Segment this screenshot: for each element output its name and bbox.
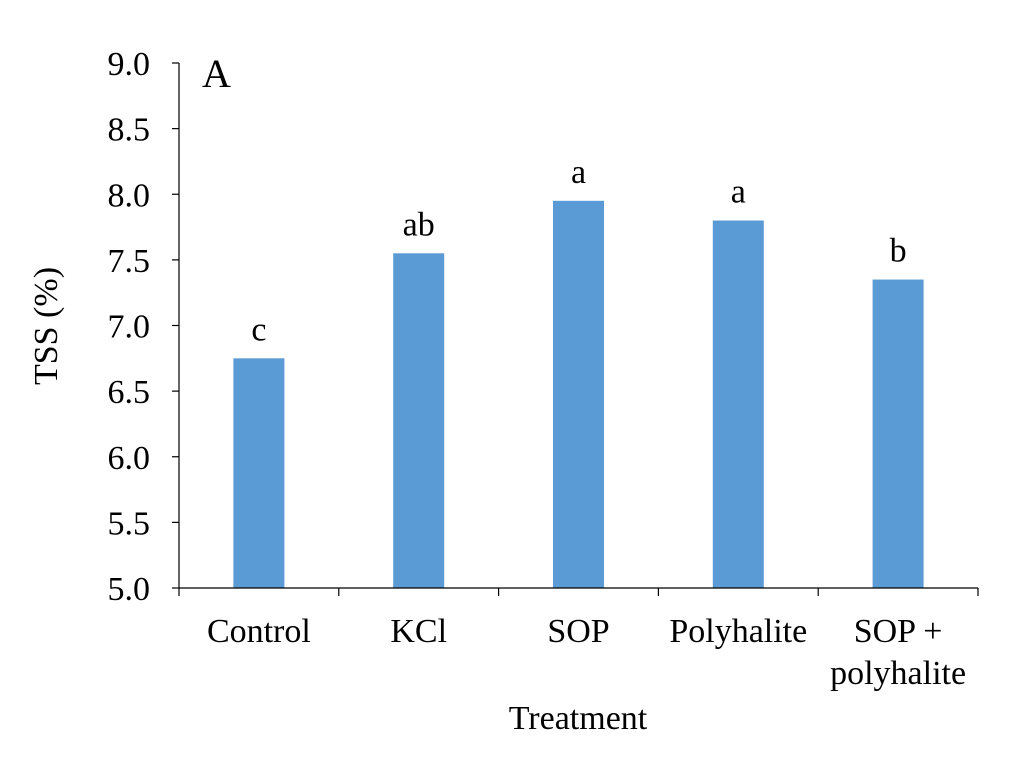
y-tick-label: 6.5	[108, 374, 151, 411]
y-axis-title: TSS (%)	[28, 267, 65, 385]
y-axis-tick-labels: 5.0 5.5 6.0 6.5 7.0 7.5 8.0 8.5 9.0	[108, 46, 151, 608]
x-category-label-line: SOP	[547, 613, 609, 650]
bar	[872, 279, 924, 588]
y-axis-ticks	[172, 62, 179, 589]
y-tick-label: 5.5	[108, 505, 151, 542]
significance-letter: a	[571, 154, 586, 191]
y-tick-label: 8.0	[108, 177, 151, 214]
x-axis-title: Treatment	[509, 700, 648, 737]
x-axis-category-labels: Control KCl SOP Polyhalite SOP + polyhalite	[207, 613, 966, 692]
y-tick-label: 6.0	[108, 440, 151, 477]
x-category-label: SOP + polyhalite	[830, 613, 966, 692]
bar	[233, 358, 285, 588]
significance-letter: a	[731, 174, 746, 211]
significance-letter: ab	[403, 206, 435, 243]
bars-group	[233, 200, 924, 588]
x-category-label-line: KCl	[390, 613, 447, 650]
x-category-label-line: SOP +	[854, 613, 943, 650]
x-category-label-line: Polyhalite	[669, 613, 807, 650]
bar	[553, 200, 604, 588]
x-category-label: Control	[207, 613, 311, 650]
x-category-label: Polyhalite	[669, 613, 807, 650]
y-tick-label: 7.0	[108, 309, 151, 346]
bar	[393, 253, 445, 588]
bar	[712, 220, 764, 588]
x-category-label: KCl	[390, 613, 447, 650]
y-tick-label: 5.0	[108, 571, 151, 608]
x-axis-ticks	[178, 588, 979, 596]
y-tick-label: 8.5	[108, 112, 151, 149]
x-category-label-line: polyhalite	[830, 655, 966, 692]
y-tick-label: 7.5	[108, 243, 151, 280]
x-category-label: SOP	[547, 613, 609, 650]
significance-letter: c	[251, 311, 266, 348]
y-tick-label: 9.0	[108, 46, 151, 83]
significance-letter: b	[890, 233, 907, 270]
x-category-label-line: Control	[207, 613, 311, 650]
panel-label: A	[202, 51, 231, 96]
